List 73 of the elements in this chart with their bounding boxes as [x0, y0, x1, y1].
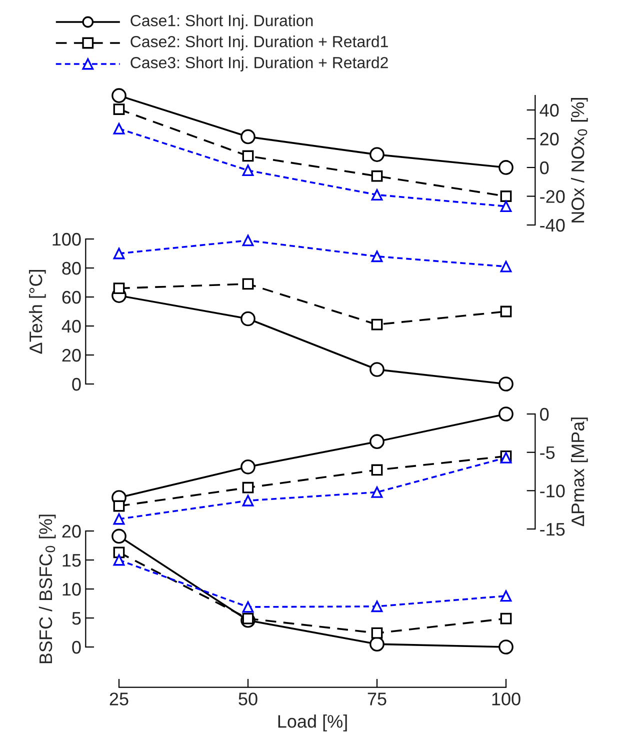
point	[500, 590, 512, 602]
point	[371, 464, 383, 476]
point	[370, 636, 384, 652]
y2-tick-label: -40	[540, 218, 565, 232]
point	[240, 129, 256, 144]
point	[242, 164, 254, 176]
y-tick-label: 15	[62, 554, 81, 567]
point	[113, 104, 125, 115]
y-tick-label: 20	[62, 348, 81, 362]
point	[500, 306, 512, 318]
point	[242, 494, 254, 506]
y-axis-title: BSFC / BSFC$_{0}$ [%]	[38, 514, 56, 664]
point	[113, 122, 125, 134]
legend-label: Case3: Short Inj. Duration + Retard2	[130, 56, 388, 72]
point	[371, 318, 383, 330]
y2-tick-label: 0	[540, 161, 549, 174]
point	[371, 627, 383, 639]
point	[242, 234, 254, 246]
point	[371, 189, 383, 201]
y2-tick-label: -10	[540, 484, 565, 498]
point	[498, 160, 514, 175]
y-tick-label: 40	[62, 320, 81, 333]
x-tick-label: 25	[110, 692, 128, 706]
y-tick-label: 20	[62, 524, 81, 538]
point	[370, 147, 384, 162]
point	[500, 190, 512, 202]
point	[113, 513, 125, 525]
point	[500, 260, 512, 272]
point	[371, 600, 383, 612]
legend-label: Case1: Short Inj. Duration	[130, 14, 313, 30]
point	[498, 640, 514, 654]
point	[500, 612, 512, 624]
y2-axis-title: NOx / NOx$_{0}$ [%]	[570, 98, 588, 222]
y-tick-label: 0	[72, 378, 81, 391]
point	[371, 250, 383, 262]
y-tick-label: 10	[62, 582, 81, 596]
y2-tick-label: -5	[540, 446, 555, 460]
point	[240, 459, 256, 474]
x-tick-label: 100	[492, 692, 520, 706]
y2-tick-label: 20	[540, 132, 559, 146]
y2-tick-label: 40	[540, 104, 559, 117]
point	[498, 406, 514, 422]
point	[370, 362, 384, 377]
y-tick-label: 60	[62, 290, 81, 304]
y-tick-label: 100	[52, 232, 81, 246]
point	[500, 200, 512, 212]
y-tick-label: 80	[62, 262, 81, 275]
point	[113, 500, 125, 512]
y2-axis-title: ΔPmax [MPa]	[570, 418, 588, 526]
y-tick-label: 0	[72, 640, 81, 654]
point	[113, 554, 125, 566]
point	[242, 601, 254, 613]
legend-label: Case2: Short Inj. Duration + Retard1	[130, 36, 388, 50]
point	[498, 376, 514, 392]
y-axis-title: ΔTexh [°C]	[28, 270, 46, 354]
point	[113, 282, 125, 294]
point	[112, 88, 126, 104]
point	[371, 170, 383, 182]
y-tick-label: 5	[72, 612, 81, 625]
x-tick-label: 50	[238, 692, 258, 706]
point	[371, 486, 383, 498]
point	[242, 150, 254, 162]
x-axis-title: Load [%]	[278, 714, 347, 732]
x-tick-label: 75	[368, 692, 386, 706]
y2-tick-label: 0	[540, 408, 549, 421]
y2-tick-label: -15	[540, 523, 565, 536]
point	[242, 482, 254, 494]
point	[113, 248, 125, 260]
point	[112, 528, 126, 544]
point	[240, 311, 256, 326]
point	[242, 278, 254, 290]
y2-tick-label: -20	[540, 190, 565, 203]
point	[370, 434, 384, 450]
